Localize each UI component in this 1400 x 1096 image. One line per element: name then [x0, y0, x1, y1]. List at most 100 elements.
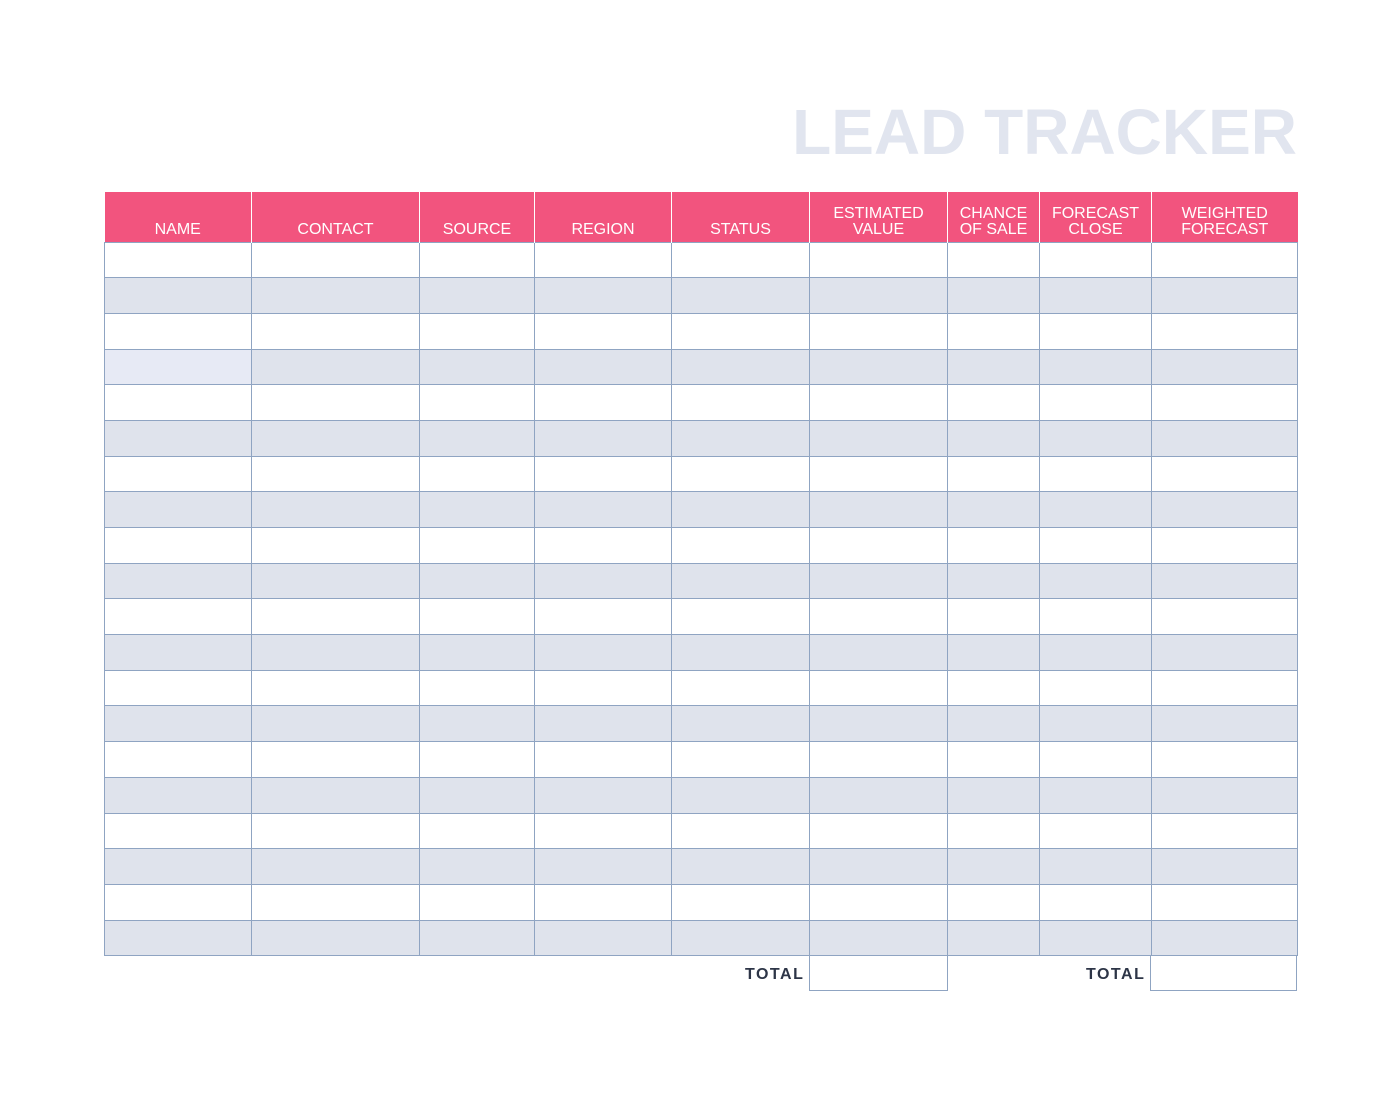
- cell-source[interactable]: [419, 812, 535, 850]
- cell-name[interactable]: [104, 883, 252, 921]
- cell-chance-of-sale[interactable]: [947, 883, 1040, 921]
- cell-source[interactable]: [419, 919, 535, 957]
- cell-chance-of-sale[interactable]: [947, 312, 1040, 350]
- estimated-value-total-field[interactable]: [809, 955, 948, 991]
- cell-region[interactable]: [534, 705, 672, 743]
- cell-forecast-close[interactable]: [1039, 562, 1152, 600]
- cell-forecast-close[interactable]: [1039, 634, 1152, 671]
- cell-forecast-close[interactable]: [1039, 883, 1152, 921]
- cell-source[interactable]: [419, 241, 535, 279]
- cell-name[interactable]: [104, 919, 252, 957]
- cell-status[interactable]: [671, 491, 810, 528]
- cell-name[interactable]: [104, 455, 252, 493]
- cell-region[interactable]: [534, 491, 672, 528]
- cell-source[interactable]: [419, 527, 535, 564]
- cell-weighted-forecast[interactable]: [1151, 705, 1298, 743]
- cell-forecast-close[interactable]: [1039, 277, 1152, 314]
- cell-status[interactable]: [671, 598, 810, 636]
- cell-region[interactable]: [534, 384, 672, 421]
- cell-estimated-value[interactable]: [809, 491, 948, 528]
- cell-forecast-close[interactable]: [1039, 812, 1152, 850]
- cell-estimated-value[interactable]: [809, 277, 948, 314]
- cell-status[interactable]: [671, 848, 810, 885]
- cell-contact[interactable]: [251, 455, 420, 493]
- cell-weighted-forecast[interactable]: [1151, 419, 1298, 457]
- cell-forecast-close[interactable]: [1039, 705, 1152, 743]
- cell-name[interactable]: [104, 419, 252, 457]
- cell-contact[interactable]: [251, 598, 420, 636]
- cell-source[interactable]: [419, 848, 535, 885]
- cell-estimated-value[interactable]: [809, 741, 948, 778]
- cell-source[interactable]: [419, 348, 535, 386]
- cell-weighted-forecast[interactable]: [1151, 384, 1298, 421]
- cell-contact[interactable]: [251, 669, 420, 707]
- cell-chance-of-sale[interactable]: [947, 741, 1040, 778]
- cell-chance-of-sale[interactable]: [947, 705, 1040, 743]
- cell-region[interactable]: [534, 241, 672, 279]
- cell-source[interactable]: [419, 419, 535, 457]
- cell-weighted-forecast[interactable]: [1151, 669, 1298, 707]
- cell-contact[interactable]: [251, 241, 420, 279]
- cell-status[interactable]: [671, 348, 810, 386]
- cell-status[interactable]: [671, 312, 810, 350]
- cell-contact[interactable]: [251, 812, 420, 850]
- cell-chance-of-sale[interactable]: [947, 527, 1040, 564]
- cell-region[interactable]: [534, 455, 672, 493]
- cell-name[interactable]: [104, 384, 252, 421]
- cell-status[interactable]: [671, 241, 810, 279]
- cell-estimated-value[interactable]: [809, 527, 948, 564]
- cell-estimated-value[interactable]: [809, 241, 948, 279]
- cell-chance-of-sale[interactable]: [947, 848, 1040, 885]
- cell-source[interactable]: [419, 491, 535, 528]
- cell-weighted-forecast[interactable]: [1151, 277, 1298, 314]
- cell-contact[interactable]: [251, 776, 420, 814]
- cell-region[interactable]: [534, 741, 672, 778]
- cell-status[interactable]: [671, 883, 810, 921]
- cell-status[interactable]: [671, 669, 810, 707]
- cell-contact[interactable]: [251, 883, 420, 921]
- cell-contact[interactable]: [251, 312, 420, 350]
- cell-region[interactable]: [534, 348, 672, 386]
- cell-source[interactable]: [419, 669, 535, 707]
- cell-chance-of-sale[interactable]: [947, 634, 1040, 671]
- cell-forecast-close[interactable]: [1039, 491, 1152, 528]
- cell-contact[interactable]: [251, 384, 420, 421]
- weighted-forecast-total-field[interactable]: [1150, 955, 1297, 991]
- cell-source[interactable]: [419, 562, 535, 600]
- cell-forecast-close[interactable]: [1039, 455, 1152, 493]
- cell-name[interactable]: [104, 277, 252, 314]
- cell-region[interactable]: [534, 527, 672, 564]
- cell-chance-of-sale[interactable]: [947, 598, 1040, 636]
- cell-weighted-forecast[interactable]: [1151, 883, 1298, 921]
- cell-forecast-close[interactable]: [1039, 598, 1152, 636]
- cell-source[interactable]: [419, 455, 535, 493]
- cell-forecast-close[interactable]: [1039, 848, 1152, 885]
- cell-weighted-forecast[interactable]: [1151, 348, 1298, 386]
- cell-weighted-forecast[interactable]: [1151, 598, 1298, 636]
- cell-chance-of-sale[interactable]: [947, 419, 1040, 457]
- cell-contact[interactable]: [251, 741, 420, 778]
- cell-name[interactable]: [104, 812, 252, 850]
- cell-status[interactable]: [671, 919, 810, 957]
- cell-source[interactable]: [419, 598, 535, 636]
- cell-name[interactable]: [104, 741, 252, 778]
- cell-source[interactable]: [419, 705, 535, 743]
- cell-region[interactable]: [534, 419, 672, 457]
- cell-region[interactable]: [534, 812, 672, 850]
- cell-estimated-value[interactable]: [809, 312, 948, 350]
- cell-chance-of-sale[interactable]: [947, 277, 1040, 314]
- cell-forecast-close[interactable]: [1039, 419, 1152, 457]
- cell-contact[interactable]: [251, 562, 420, 600]
- cell-forecast-close[interactable]: [1039, 312, 1152, 350]
- cell-region[interactable]: [534, 883, 672, 921]
- cell-contact[interactable]: [251, 919, 420, 957]
- cell-weighted-forecast[interactable]: [1151, 562, 1298, 600]
- cell-chance-of-sale[interactable]: [947, 241, 1040, 279]
- cell-forecast-close[interactable]: [1039, 384, 1152, 421]
- cell-name[interactable]: [104, 491, 252, 528]
- cell-name[interactable]: [104, 562, 252, 600]
- cell-forecast-close[interactable]: [1039, 776, 1152, 814]
- cell-name[interactable]: [104, 705, 252, 743]
- cell-estimated-value[interactable]: [809, 883, 948, 921]
- cell-estimated-value[interactable]: [809, 562, 948, 600]
